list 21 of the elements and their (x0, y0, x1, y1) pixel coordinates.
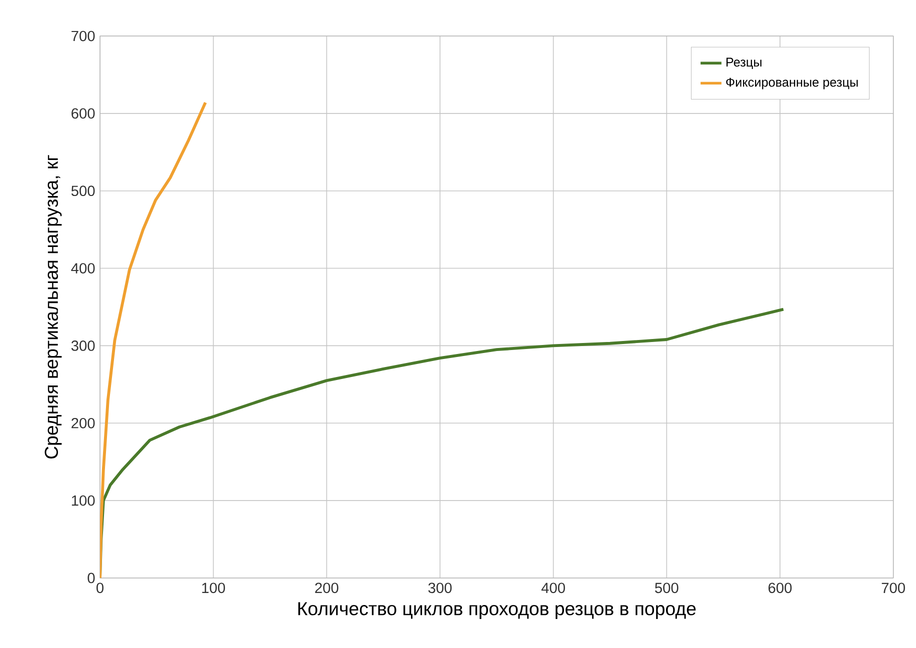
x-axis-title: Количество циклов проходов резцов в породе (298, 602, 696, 619)
legend-label: Фиксированные резцы (726, 78, 858, 90)
y-tick-label: 300 (71, 340, 95, 351)
y-tick-label: 500 (71, 186, 95, 196)
y-tick-label: 600 (72, 108, 95, 119)
y-tick-label: 0 (88, 572, 95, 584)
y-axis-title: Средняя вертикальная нагрузка, кг (44, 155, 62, 458)
y-tick-label: 200 (72, 418, 95, 428)
x-tick-label: 500 (655, 582, 678, 594)
x-tick-label: 200 (315, 582, 338, 594)
x-tick-label: 300 (428, 582, 452, 594)
x-tick-label: 600 (768, 582, 792, 594)
y-tick-label: 400 (71, 263, 95, 274)
legend-label: Резцы (726, 58, 762, 70)
x-tick-label: 100 (202, 582, 225, 594)
y-tick-label: 100 (72, 495, 95, 506)
x-tick-label: 700 (882, 582, 905, 594)
y-tick-label: 700 (72, 30, 95, 42)
x-tick-label: 400 (541, 582, 565, 594)
x-tick-label: 0 (96, 582, 104, 594)
line-series (100, 101, 207, 578)
